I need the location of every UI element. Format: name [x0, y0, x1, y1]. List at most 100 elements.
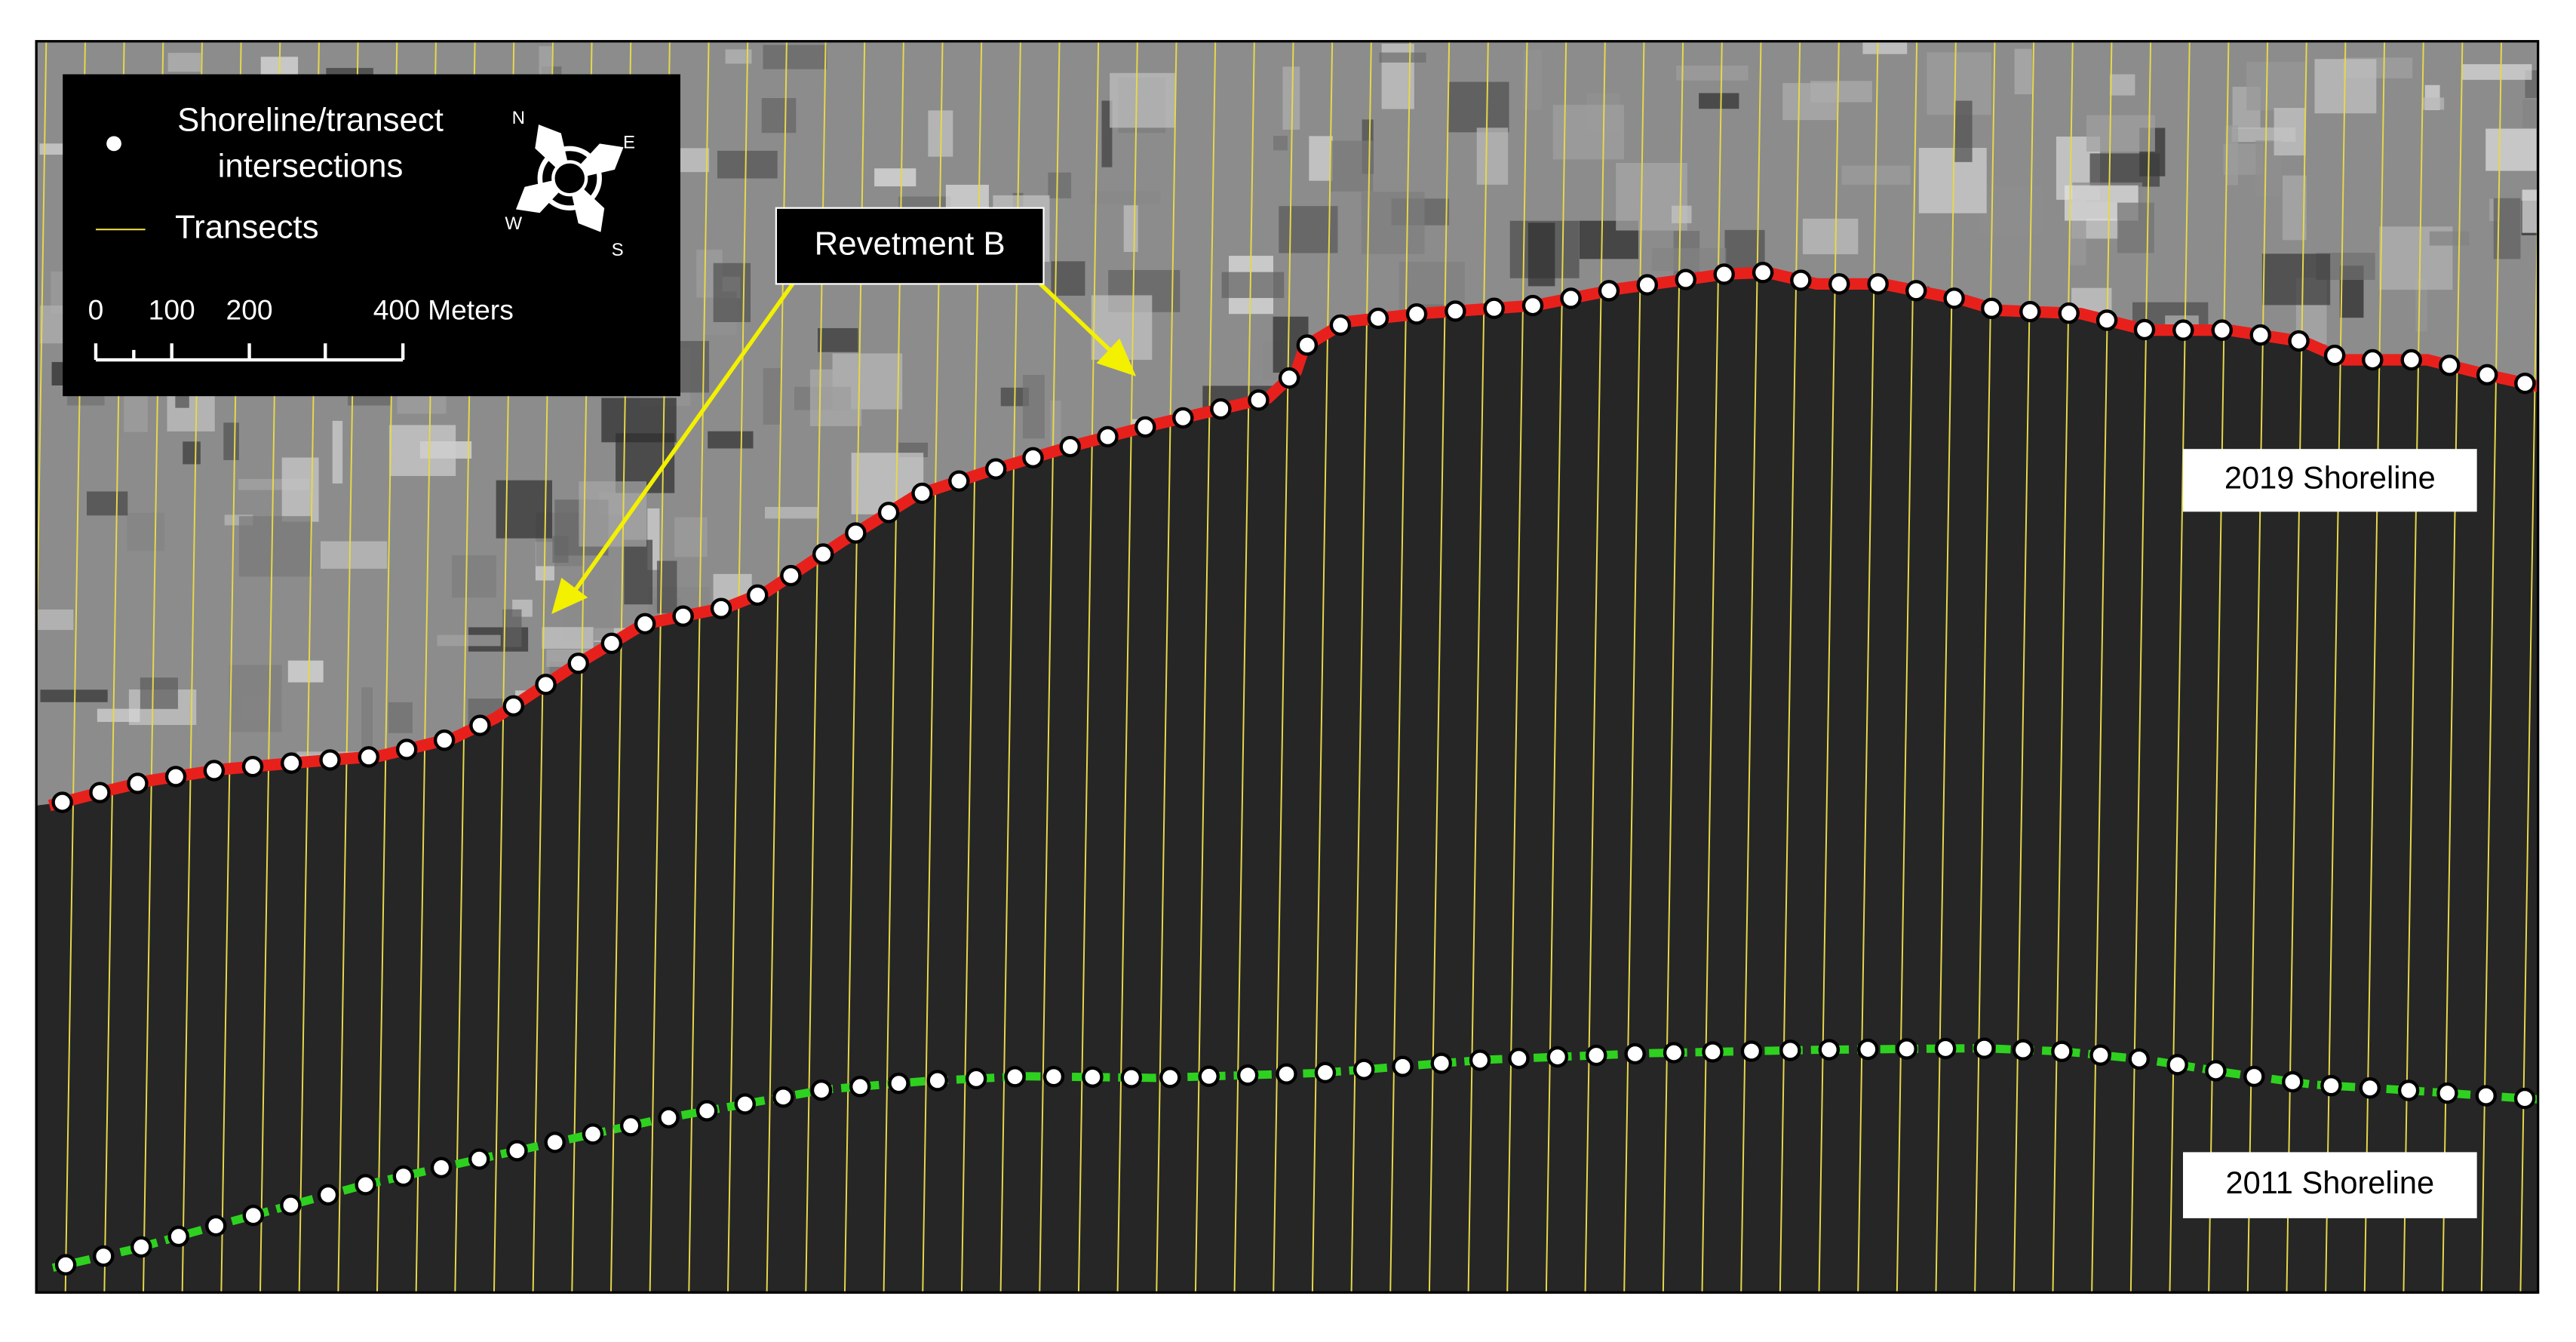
intersection-dot [2397, 1079, 2420, 1101]
texture-patch [1672, 205, 1692, 223]
texture-patch [1282, 66, 1300, 130]
transect [1350, 41, 1372, 1293]
texture-patch [437, 634, 501, 646]
transect [1740, 41, 1762, 1293]
intersection-dot [1779, 1040, 1801, 1061]
transect [1818, 41, 1840, 1293]
intersection-dot [280, 1194, 302, 1216]
texture-patch [717, 150, 778, 179]
texture-patch [452, 555, 496, 598]
transect [1779, 41, 1801, 1293]
texture-patch [2225, 125, 2239, 186]
map-frame [35, 40, 2540, 1294]
intersection-dot [1469, 1049, 1491, 1071]
texture-patch [1651, 247, 1727, 272]
intersection-dot [1702, 1041, 1724, 1063]
intersection-dot [2243, 1065, 2265, 1088]
intersection-dot [395, 739, 418, 760]
texture-patch [2522, 100, 2538, 128]
intersection-dot [2323, 344, 2346, 367]
intersection-dot [888, 1072, 910, 1095]
texture-patch [1123, 205, 1138, 252]
intersection-dot [2400, 349, 2422, 371]
intersection-dot [358, 746, 380, 768]
compass-label: E [623, 133, 635, 153]
intersection-dot [1198, 1065, 1220, 1088]
intersection-dot [319, 749, 341, 771]
texture-patch [97, 708, 140, 722]
texture-patch [429, 502, 482, 514]
transect [1701, 41, 1723, 1293]
intersection-dot [1636, 274, 1659, 296]
transect [1974, 41, 1996, 1293]
intersection-dot [1675, 269, 1696, 290]
intersection-dot [634, 613, 656, 635]
texture-patch [287, 660, 324, 683]
intersection-dot [1042, 1065, 1065, 1088]
legend-box [63, 74, 680, 397]
texture-patch [765, 506, 818, 519]
intersection-dot [506, 1140, 528, 1162]
texture-patch [332, 420, 343, 484]
texture-patch [542, 627, 594, 650]
intersection-dot [2359, 1077, 2381, 1099]
intersection-dot [965, 1067, 987, 1090]
texture-patch [874, 168, 916, 187]
intersection-dot [1560, 287, 1582, 309]
intersection-dot [1905, 280, 1927, 302]
texture-patch [1309, 136, 1333, 181]
texture-patch [1330, 140, 1374, 192]
texture-patch [496, 480, 553, 539]
transect [688, 41, 710, 1293]
transect [2091, 41, 2113, 1293]
intersection-dot [2211, 319, 2234, 341]
intersection-dot [2513, 1087, 2536, 1110]
intersection-dot [1483, 297, 1505, 319]
intersection-dot [672, 605, 694, 627]
intersection-dot [1392, 1055, 1414, 1077]
intersection-dot [1663, 1042, 1685, 1064]
intersection-dot [1314, 1061, 1337, 1084]
intersection-dot [127, 772, 149, 794]
intersection-dot [710, 597, 732, 619]
intersection-dot [1120, 1067, 1143, 1089]
texture-patch [1279, 206, 1338, 253]
intersection-dot [89, 782, 111, 803]
intersection-dot [567, 653, 589, 674]
transect [1935, 41, 1957, 1293]
intersection-dot [2320, 1074, 2342, 1097]
intersection-dot [355, 1174, 376, 1196]
intersection-dot [2249, 324, 2271, 346]
texture-patch [502, 609, 522, 647]
intersection-dot [1276, 1063, 1297, 1085]
compass-label: S [612, 240, 624, 260]
transect [1389, 41, 1411, 1293]
scale-label: 0 [88, 293, 104, 325]
transect [1039, 41, 1061, 1293]
intersection-dot [1278, 367, 1300, 389]
texture-patch [361, 687, 373, 751]
intersection-dot [2172, 319, 2194, 341]
intersection-dot [2089, 1044, 2111, 1066]
intersection-dot [93, 1245, 115, 1267]
intersection-dot [2019, 300, 2041, 323]
intersection-dot [926, 1070, 948, 1092]
scale-label: 200 [226, 293, 273, 325]
transect [1623, 41, 1645, 1293]
transect [1194, 41, 1217, 1293]
transect [2129, 41, 2152, 1293]
transect [1896, 41, 1918, 1293]
intersection-dot [1059, 435, 1081, 458]
texture-patch [713, 263, 751, 323]
intersection-dot [1159, 1067, 1181, 1089]
label-box [2182, 1152, 2477, 1218]
intersection-dot [1818, 1039, 1841, 1061]
texture-patch [167, 53, 201, 72]
shoreline-label: 2019 Shoreline [2224, 460, 2436, 496]
texture-patch [1699, 93, 1739, 109]
legend: Shoreline/transect intersections Transec… [63, 74, 680, 397]
intersection-dot [203, 760, 226, 782]
intersection-dot [1367, 307, 1389, 330]
texture-patch [1810, 81, 1872, 103]
